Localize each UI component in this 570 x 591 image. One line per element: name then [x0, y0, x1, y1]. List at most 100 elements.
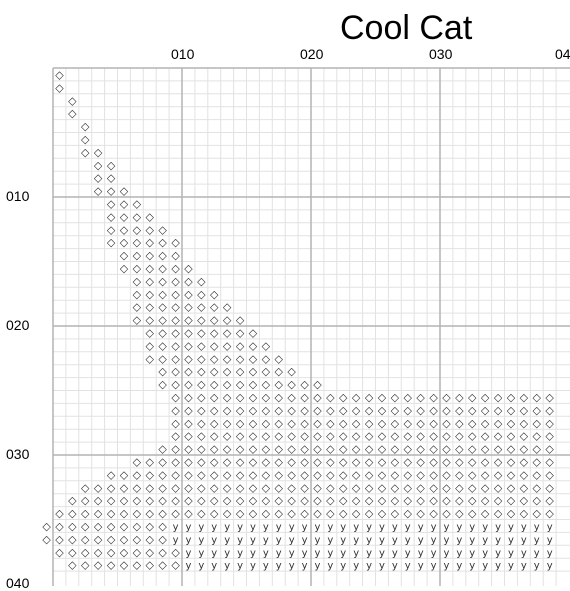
diamond-symbol: ◇	[223, 430, 232, 443]
diamond-symbol: ◇	[120, 559, 129, 572]
diamond-symbol: ◇	[133, 301, 142, 314]
diamond-symbol: ◇	[429, 507, 438, 520]
diamond-symbol: ◇	[300, 430, 309, 443]
diamond-symbol: ◇	[146, 262, 155, 275]
diamond-symbol: ◇	[533, 430, 542, 443]
diamond-symbol: ◇	[184, 301, 193, 314]
diamond-symbol: ◇	[171, 507, 180, 520]
diamond-symbol: ◇	[275, 430, 284, 443]
diamond-symbol: ◇	[545, 443, 554, 456]
diamond-symbol: ◇	[81, 559, 90, 572]
diamond-symbol: ◇	[236, 326, 245, 339]
y-symbol: y	[495, 548, 501, 559]
y-symbol: y	[547, 535, 553, 546]
diamond-symbol: ◇	[81, 120, 90, 133]
diamond-symbol: ◇	[171, 404, 180, 417]
y-symbol: y	[250, 522, 256, 533]
y-symbol: y	[469, 548, 475, 559]
diamond-symbol: ◇	[223, 301, 232, 314]
diamond-symbol: ◇	[391, 430, 400, 443]
diamond-symbol: ◇	[171, 455, 180, 468]
y-symbol: y	[185, 522, 191, 533]
diamond-symbol: ◇	[236, 404, 245, 417]
diamond-symbol: ◇	[339, 417, 348, 430]
diamond-symbol: ◇	[520, 494, 529, 507]
diamond-symbol: ◇	[171, 546, 180, 559]
diamond-symbol: ◇	[545, 417, 554, 430]
diamond-symbol: ◇	[262, 339, 271, 352]
diamond-symbol: ◇	[416, 455, 425, 468]
y-symbol: y	[482, 522, 488, 533]
diamond-symbol: ◇	[275, 404, 284, 417]
y-symbol: y	[469, 535, 475, 546]
y-symbol: y	[276, 522, 282, 533]
diamond-symbol: ◇	[416, 430, 425, 443]
diamond-symbol: ◇	[94, 507, 103, 520]
diamond-symbol: ◇	[365, 455, 374, 468]
diamond-symbol: ◇	[391, 507, 400, 520]
diamond-symbol: ◇	[81, 494, 90, 507]
y-symbol: y	[289, 535, 295, 546]
diamond-symbol: ◇	[262, 507, 271, 520]
diamond-symbol: ◇	[197, 391, 206, 404]
diamond-symbol: ◇	[236, 391, 245, 404]
diamond-symbol: ◇	[404, 468, 413, 481]
diamond-symbol: ◇	[197, 275, 206, 288]
diamond-symbol: ◇	[133, 481, 142, 494]
diamond-symbol: ◇	[120, 197, 129, 210]
diamond-symbol: ◇	[171, 494, 180, 507]
diamond-symbol: ◇	[365, 404, 374, 417]
y-symbol: y	[418, 535, 424, 546]
diamond-symbol: ◇	[107, 481, 116, 494]
diamond-symbol: ◇	[249, 391, 258, 404]
diamond-symbol: ◇	[158, 507, 167, 520]
diamond-symbol: ◇	[262, 365, 271, 378]
diamond-symbol: ◇	[171, 275, 180, 288]
diamond-symbol: ◇	[158, 533, 167, 546]
diamond-symbol: ◇	[94, 559, 103, 572]
diamond-symbol: ◇	[81, 533, 90, 546]
diamond-symbol: ◇	[481, 455, 490, 468]
diamond-symbol: ◇	[197, 326, 206, 339]
y-symbol: y	[185, 548, 191, 559]
diamond-symbol: ◇	[533, 417, 542, 430]
diamond-symbol: ◇	[197, 481, 206, 494]
diamond-symbol: ◇	[404, 494, 413, 507]
diamond-symbol: ◇	[313, 481, 322, 494]
y-symbol: y	[418, 548, 424, 559]
y-symbol: y	[340, 522, 346, 533]
diamond-symbol: ◇	[455, 391, 464, 404]
diamond-symbol: ◇	[339, 481, 348, 494]
diamond-symbol: ◇	[287, 417, 296, 430]
diamond-symbol: ◇	[326, 507, 335, 520]
diamond-symbol: ◇	[158, 494, 167, 507]
diamond-symbol: ◇	[313, 507, 322, 520]
diamond-symbol: ◇	[442, 417, 451, 430]
diamond-symbol: ◇	[339, 494, 348, 507]
diamond-symbol: ◇	[158, 236, 167, 249]
diamond-symbol: ◇	[326, 404, 335, 417]
diamond-symbol: ◇	[236, 468, 245, 481]
diamond-symbol: ◇	[133, 249, 142, 262]
diamond-symbol: ◇	[210, 507, 219, 520]
diamond-symbol: ◇	[520, 468, 529, 481]
diamond-symbol: ◇	[184, 494, 193, 507]
diamond-symbol: ◇	[365, 481, 374, 494]
diamond-symbol: ◇	[262, 494, 271, 507]
diamond-symbol: ◇	[158, 378, 167, 391]
diamond-symbol: ◇	[171, 249, 180, 262]
y-symbol: y	[302, 561, 308, 572]
diamond-symbol: ◇	[391, 391, 400, 404]
diamond-symbol: ◇	[365, 494, 374, 507]
y-symbol: y	[366, 548, 372, 559]
diamond-symbol: ◇	[107, 197, 116, 210]
diamond-symbol: ◇	[455, 404, 464, 417]
diamond-symbol: ◇	[429, 430, 438, 443]
diamond-symbol: ◇	[520, 481, 529, 494]
diamond-symbol: ◇	[545, 507, 554, 520]
diamond-symbol: ◇	[378, 391, 387, 404]
y-symbol: y	[224, 522, 230, 533]
diamond-symbol: ◇	[275, 494, 284, 507]
y-symbol: y	[534, 535, 540, 546]
diamond-symbol: ◇	[107, 210, 116, 223]
